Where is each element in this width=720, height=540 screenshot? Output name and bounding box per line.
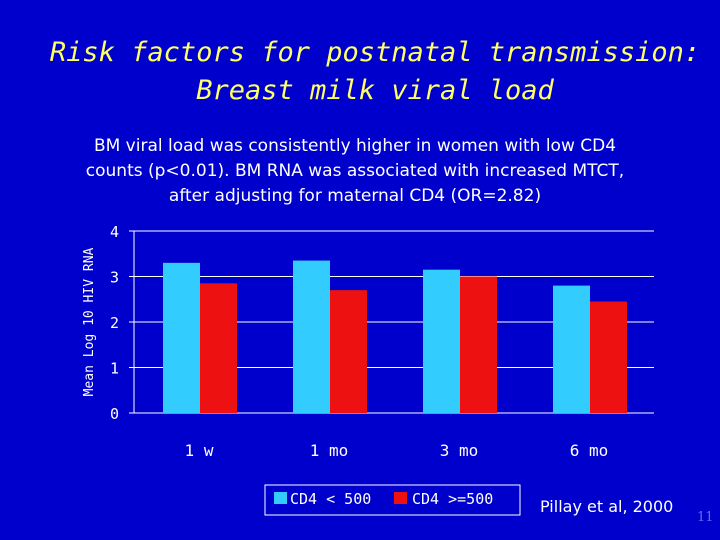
bar-cd4-gte-500-0 xyxy=(200,283,237,413)
subtitle-line-2: counts (p<0.01). BM RNA was associated w… xyxy=(85,161,625,181)
citation: Pillay et al, 2000 xyxy=(540,497,674,516)
x-tick-label-1: 1 mo xyxy=(310,441,349,460)
subtitle-line-1: BM viral load was consistently higher in… xyxy=(93,136,617,156)
bar-cd4-gte-500-2 xyxy=(460,276,497,413)
x-tick-label-2: 3 mo xyxy=(440,441,479,460)
slide-subtitle: BM viral load was consistently higher in… xyxy=(0,134,710,209)
y-tick-label-2: 2 xyxy=(110,314,119,332)
slide-title: Risk factors for postnatal transmission:… xyxy=(0,34,720,110)
bar-cd4-lt-500-0 xyxy=(163,262,200,413)
title-line-2: Breast milk viral load xyxy=(196,75,554,106)
y-tick-label-4: 4 xyxy=(110,223,119,241)
bar-cd4-lt-500-2 xyxy=(423,269,460,413)
title-line-1: Risk factors for postnatal transmission: xyxy=(49,37,701,68)
legend-label-1: CD4 >=500 xyxy=(412,490,493,508)
slide-number: 11 xyxy=(697,510,714,525)
bar-cd4-gte-500-3 xyxy=(590,301,627,413)
y-tick-label-0: 0 xyxy=(110,405,119,423)
bar-cd4-lt-500-1 xyxy=(293,260,330,413)
legend-swatch-1 xyxy=(394,492,407,504)
y-tick-label-3: 3 xyxy=(110,269,119,287)
legend-box xyxy=(264,484,521,516)
bar-cd4-lt-500-3 xyxy=(553,285,590,413)
bar-cd4-gte-500-1 xyxy=(330,290,367,413)
legend-label-0: CD4 < 500 xyxy=(290,490,371,508)
subtitle-line-3: after adjusting for maternal CD4 (OR=2.8… xyxy=(168,186,542,206)
y-axis-title: Mean Log 10 HIV RNA xyxy=(82,247,97,396)
legend-swatch-0 xyxy=(274,492,287,504)
y-tick-label-1: 1 xyxy=(110,360,119,378)
x-tick-label-0: 1 w xyxy=(185,441,214,460)
x-tick-label-3: 6 mo xyxy=(570,441,609,460)
